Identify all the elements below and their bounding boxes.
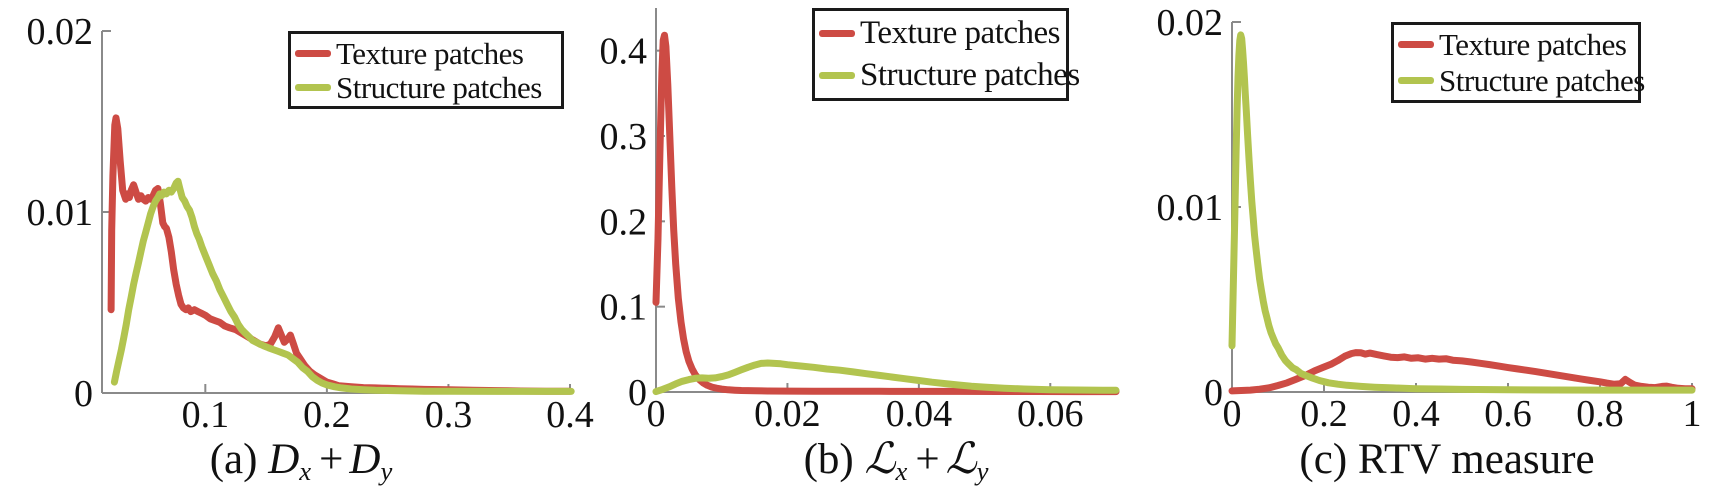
caption-a-symbol-2: D — [349, 436, 381, 483]
x-tick-label-c: 0.6 — [1484, 393, 1532, 435]
legend-label-texture: Texture patches — [336, 35, 524, 71]
texture-line-swatch — [1398, 41, 1434, 49]
x-tick-label-a: 0.2 — [303, 394, 351, 436]
legend-label-structure: Structure patches — [1439, 62, 1645, 98]
y-tick-label-a: 0.02 — [27, 11, 94, 53]
caption-a-sub-1: x — [299, 455, 312, 486]
caption-a-sub-2: y — [380, 455, 393, 486]
texture-curve-c — [1228, 349, 1696, 395]
caption-b-symbol-2: ℒ — [945, 436, 977, 483]
caption-b-index: (b) — [803, 436, 854, 483]
legend-c: Texture patches Structure patches — [1391, 22, 1645, 103]
y-tick-label-a: 0 — [74, 373, 93, 415]
caption-c: (c) RTV measure — [1299, 438, 1594, 481]
x-tick-label-c: 0.8 — [1576, 393, 1624, 435]
legend-item-structure: Structure patches — [819, 55, 1080, 97]
structure-curve-a — [110, 177, 575, 395]
y-tick-label-c: 0.02 — [1157, 2, 1224, 44]
y-tick-label-b: 0.3 — [600, 116, 648, 158]
structure-line-swatch — [1398, 76, 1434, 84]
caption-b-symbol-1: ℒ — [864, 436, 896, 483]
caption-c-index: (c) — [1299, 436, 1348, 483]
y-tick-label-b: 0 — [628, 372, 647, 414]
caption-b: (b) ℒx + ℒy — [803, 436, 991, 484]
y-tick-label-c: 0.01 — [1157, 187, 1224, 229]
legend-item-texture: Texture patches — [1398, 27, 1634, 63]
caption-b-sub-2: y — [976, 455, 989, 486]
texture-line-swatch — [295, 49, 331, 57]
structure-curve-b — [652, 359, 1120, 396]
caption-a-operator: + — [319, 436, 344, 483]
caption-b-sub-1: x — [895, 455, 908, 486]
legend-item-texture: Texture patches — [295, 36, 557, 70]
y-tick-label-b: 0.2 — [600, 201, 648, 243]
x-tick-label-b: 0.02 — [754, 393, 821, 435]
x-tick-label-b: 0.06 — [1017, 393, 1084, 435]
caption-a-index: (a) — [209, 436, 258, 483]
legend-label-texture: Texture patches — [1439, 27, 1627, 63]
x-tick-label-a: 0.4 — [546, 394, 594, 436]
y-tick-label-c: 0 — [1204, 372, 1223, 414]
x-tick-label-c: 1 — [1683, 393, 1702, 435]
structure-line-swatch — [819, 71, 855, 79]
caption-a-symbol-1: D — [268, 436, 300, 483]
legend-label-texture: Texture patches — [860, 15, 1061, 52]
legend-item-texture: Texture patches — [819, 13, 1062, 55]
caption-a: (a) Dx + Dy — [209, 436, 395, 484]
legend-a: Texture patches Structure patches — [288, 31, 564, 109]
y-tick-label-b: 0.4 — [600, 31, 648, 73]
x-tick-label-c: 0 — [1223, 393, 1242, 435]
y-tick-label-a: 0.01 — [27, 192, 94, 234]
legend-item-structure: Structure patches — [1398, 63, 1645, 99]
legend-b: Texture patches Structure patches — [812, 8, 1080, 101]
legend-label-structure: Structure patches — [860, 56, 1080, 93]
x-tick-label-b: 0.04 — [886, 393, 953, 435]
texture-line-swatch — [819, 30, 855, 38]
legend-label-structure: Structure patches — [336, 69, 542, 105]
x-tick-label-a: 0.1 — [182, 394, 230, 436]
x-tick-label-c: 0.2 — [1300, 393, 1348, 435]
x-tick-label-b: 0 — [647, 393, 666, 435]
structure-curve-c — [1228, 31, 1696, 394]
caption-c-text: RTV measure — [1357, 436, 1595, 483]
y-tick-label-b: 0.1 — [600, 287, 648, 329]
x-tick-label-c: 0.4 — [1392, 393, 1440, 435]
texture-curve-a — [107, 114, 574, 395]
x-tick-label-a: 0.3 — [425, 394, 473, 436]
legend-item-structure: Structure patches — [295, 70, 557, 104]
structure-line-swatch — [295, 83, 331, 91]
caption-b-operator: + — [915, 436, 940, 483]
